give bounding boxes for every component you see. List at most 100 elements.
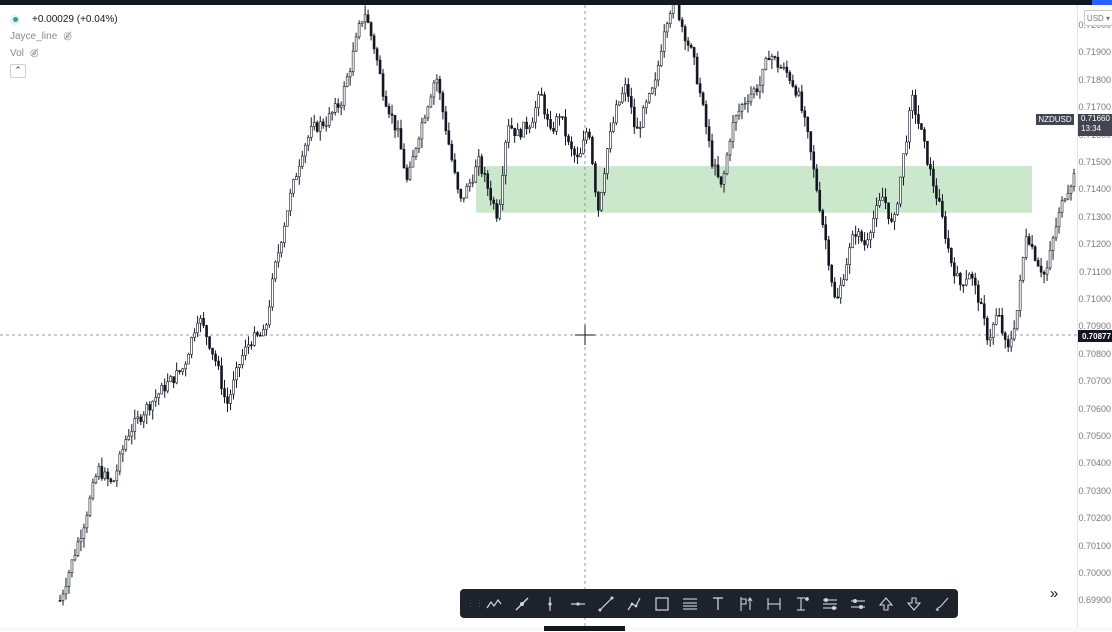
candle-body (803, 110, 807, 118)
candle-body (881, 196, 884, 201)
price-axis[interactable]: 0.720000.719000.718000.717000.716000.715… (1077, 5, 1112, 627)
rectangle-icon[interactable] (648, 593, 676, 615)
candle-body (1045, 267, 1049, 275)
supply-demand-zone[interactable] (476, 166, 1032, 213)
candle-body (136, 416, 140, 419)
legend-volume-row[interactable]: Vol ◎̸ (10, 45, 118, 62)
candle-body (360, 21, 364, 24)
candle-body (1072, 173, 1076, 187)
candle-body (683, 26, 687, 42)
candle-body (555, 116, 558, 132)
path-icon[interactable] (620, 593, 648, 615)
candle-body (226, 396, 229, 404)
candle-body (815, 168, 819, 191)
candle-body (737, 110, 741, 117)
candle-body (982, 303, 986, 319)
candle-body (689, 44, 693, 48)
candle-body (292, 179, 295, 194)
candle-body (1066, 192, 1070, 200)
candle-body (306, 137, 310, 146)
legend-change-row[interactable]: +0.00029 (+0.04%) (10, 11, 118, 28)
top-accent (1092, 0, 1112, 5)
fib-retracement-icon[interactable] (676, 593, 704, 615)
price-tick-label: 0.70400 (1078, 458, 1111, 469)
candle-body (866, 239, 869, 246)
candle-body (630, 96, 633, 108)
candle-body (399, 128, 403, 150)
candle-body (988, 337, 992, 341)
arrow-down-icon[interactable] (900, 593, 928, 615)
candle-body (710, 140, 714, 167)
candle-body (202, 318, 205, 326)
candle-body (1000, 315, 1004, 334)
price-tick-label: 0.71800 (1078, 74, 1111, 85)
candle-body (205, 325, 208, 338)
candle-body (976, 284, 980, 303)
price-range-icon[interactable] (788, 593, 816, 615)
candle-body (420, 122, 424, 140)
candle-body (653, 79, 657, 89)
hidden-eye-icon[interactable]: ◎̸ (63, 31, 72, 42)
long-position-icon[interactable] (732, 593, 760, 615)
candle-body (375, 48, 379, 61)
candle-body (579, 153, 582, 158)
time-scrollbar[interactable] (544, 626, 625, 631)
text-icon[interactable] (704, 593, 732, 615)
candle-body (788, 72, 792, 81)
candle-body (656, 65, 660, 81)
candle-body (953, 262, 956, 277)
pen-icon[interactable] (508, 593, 536, 615)
currency-selector[interactable]: USD ▾ (1084, 10, 1112, 26)
candle-body (145, 404, 149, 416)
candle-body (85, 515, 89, 529)
candle-body (848, 247, 851, 265)
collapse-legend-button[interactable]: ⌃ (10, 63, 26, 78)
zigzag-icon[interactable] (480, 593, 508, 615)
top-bar (0, 0, 1112, 5)
candle-body (73, 555, 77, 561)
horizontal-ray-icon[interactable] (564, 593, 592, 615)
candle-body (914, 94, 917, 115)
scroll-to-realtime-button[interactable]: » (1049, 584, 1059, 602)
candle-body (271, 278, 274, 308)
candle-body (522, 121, 525, 138)
drawing-toolbar[interactable]: ⋮⋮ (460, 589, 958, 618)
price-chart[interactable] (0, 0, 1077, 627)
candle-body (387, 105, 391, 115)
candle-body (758, 84, 762, 93)
date-range-icon[interactable] (760, 593, 788, 615)
candle-body (842, 279, 845, 286)
vertical-line-icon[interactable] (536, 593, 564, 615)
candle-body (935, 185, 938, 199)
candle-body (447, 130, 451, 145)
candle-body (408, 166, 412, 180)
regression-icon[interactable] (844, 593, 872, 615)
candle-body (908, 110, 911, 143)
candle-body (402, 148, 406, 169)
candle-body (534, 107, 537, 123)
parallel-channel-icon[interactable] (816, 593, 844, 615)
candle-body (309, 126, 313, 138)
price-tick-label: 0.70900 (1078, 321, 1111, 332)
candle-body (746, 101, 750, 104)
hidden-eye-icon[interactable]: ◎̸ (29, 48, 39, 59)
candle-body (552, 128, 555, 132)
arrow-up-icon[interactable] (872, 593, 900, 615)
candle-body (624, 84, 627, 94)
candle-body (641, 107, 645, 128)
trend-line-icon[interactable] (592, 593, 620, 615)
candle-body (369, 22, 373, 37)
symbol-label: NZDUSD (1036, 114, 1074, 125)
candle-body (471, 181, 475, 184)
candle-body (615, 104, 618, 124)
candle-body (944, 216, 947, 239)
legend-indicator-row[interactable]: Jayce_line ◎̸ (10, 28, 118, 45)
candle-body (824, 224, 828, 241)
brush-icon[interactable] (928, 593, 956, 615)
drag-handle-icon[interactable]: ⋮⋮ (466, 598, 484, 608)
candle-body (115, 470, 119, 482)
candle-body (384, 96, 388, 107)
chart-pane[interactable] (0, 0, 1077, 627)
candle-body (704, 104, 708, 128)
candle-body (166, 381, 169, 392)
